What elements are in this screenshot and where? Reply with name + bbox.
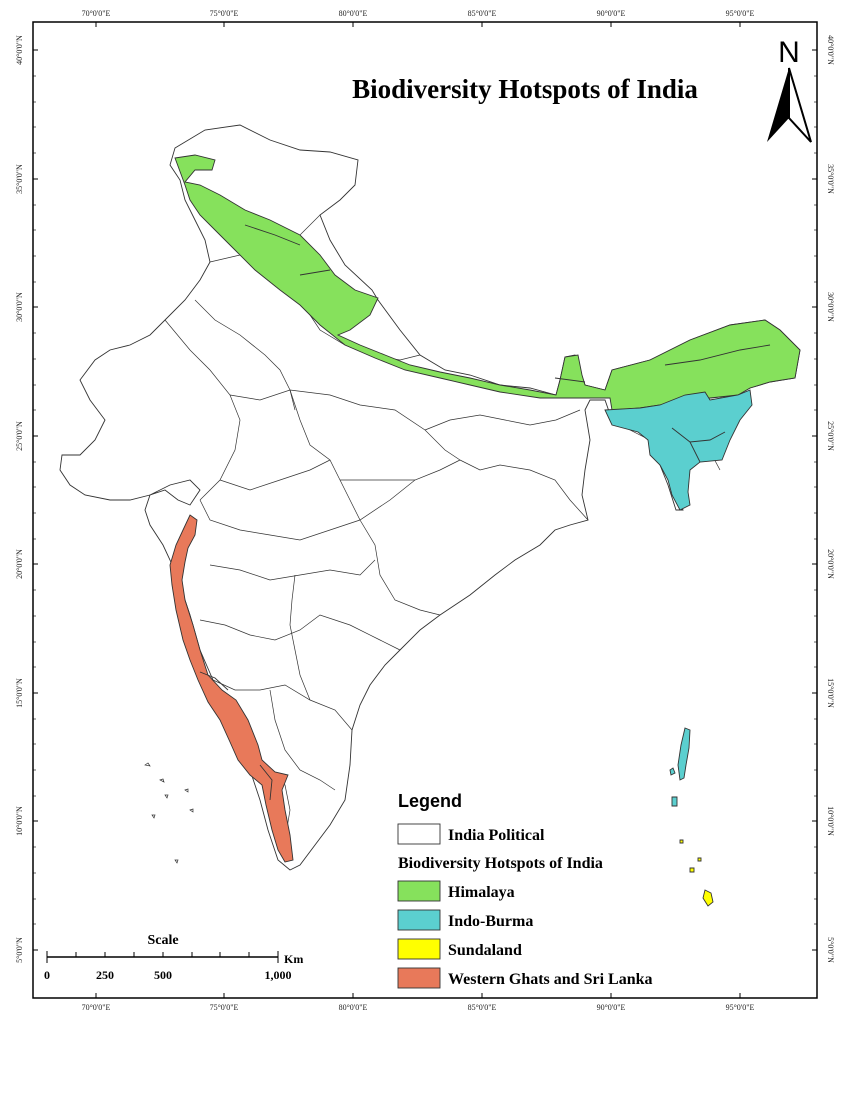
legend-swatch-indo-burma <box>397 909 441 931</box>
lon-label-bottom: 80°0'0"E <box>339 1003 368 1012</box>
lat-label-left: 10°0'0"N <box>15 806 24 836</box>
lon-label-top: 95°0'0"E <box>726 9 755 18</box>
scale-tick-label: 0 <box>44 968 50 982</box>
legend-swatch-political <box>397 823 441 845</box>
lon-label-bottom: 75°0'0"E <box>210 1003 239 1012</box>
legend-label-indo-burma: Indo-Burma <box>448 913 533 930</box>
graticule: 70°0'0"E 75°0'0"E 80°0'0"E 85°0'0"E 90°0… <box>15 9 835 1012</box>
lon-label-top: 80°0'0"E <box>339 9 368 18</box>
legend-title: Legend <box>398 791 462 811</box>
lat-label-right: 40°0'0"N <box>826 35 835 65</box>
himalaya-hotspot <box>174 154 801 411</box>
legend-swatch-himalaya <box>397 880 441 902</box>
legend-label-sundaland: Sundaland <box>448 942 522 959</box>
legend-label-himalaya: Himalaya <box>448 884 515 901</box>
lat-label-right: 35°0'0"N <box>826 164 835 194</box>
lat-label-right: 30°0'0"N <box>826 292 835 322</box>
indo-burma-hotspot <box>604 389 753 807</box>
scale-title: Scale <box>147 933 178 948</box>
legend-swatch-sundaland <box>397 938 441 960</box>
legend: Legend India Political Biodiversity Hots… <box>397 791 652 989</box>
lat-label-right: 5°0'0"N <box>826 937 835 963</box>
lon-label-top: 90°0'0"E <box>597 9 626 18</box>
lon-label-bottom: 90°0'0"E <box>597 1003 626 1012</box>
lat-label-left: 5°0'0"N <box>15 937 24 963</box>
scale-tick-label: 250 <box>96 968 114 982</box>
scale-unit: Km <box>284 952 303 966</box>
lat-label-right: 25°0'0"N <box>826 421 835 451</box>
legend-label-western-ghats: Western Ghats and Sri Lanka <box>448 971 652 988</box>
lat-label-left: 30°0'0"N <box>15 292 24 322</box>
lat-label-left: 20°0'0"N <box>15 549 24 579</box>
map-neatline <box>32 21 818 999</box>
lat-label-left: 35°0'0"N <box>15 164 24 194</box>
legend-swatch-western-ghats <box>397 967 441 989</box>
lon-label-top: 85°0'0"E <box>468 9 497 18</box>
lat-label-left: 25°0'0"N <box>15 421 24 451</box>
lat-label-left: 40°0'0"N <box>15 35 24 65</box>
north-label: N <box>778 36 800 69</box>
lat-label-right: 20°0'0"N <box>826 549 835 579</box>
scale-tick-label: 500 <box>154 968 172 982</box>
lat-label-right: 15°0'0"N <box>826 678 835 708</box>
map-title: Biodiversity Hotspots of India <box>352 74 698 104</box>
north-arrow: N <box>767 36 812 143</box>
sundaland-hotspot <box>679 839 714 907</box>
lon-label-bottom: 85°0'0"E <box>468 1003 497 1012</box>
legend-hotspots-heading: Biodiversity Hotspots of India <box>398 855 603 872</box>
scale-tick-label: 1,000 <box>265 968 292 982</box>
lat-label-right: 10°0'0"N <box>826 806 835 836</box>
legend-label-political: India Political <box>448 827 545 844</box>
scale-bar: Scale Km 0 250 500 1,000 <box>44 933 303 982</box>
lon-label-bottom: 95°0'0"E <box>726 1003 755 1012</box>
lat-label-left: 15°0'0"N <box>15 678 24 708</box>
lon-label-bottom: 70°0'0"E <box>82 1003 111 1012</box>
western-ghats-hotspot <box>169 514 294 863</box>
lon-label-top: 70°0'0"E <box>82 9 111 18</box>
lon-label-top: 75°0'0"E <box>210 9 239 18</box>
